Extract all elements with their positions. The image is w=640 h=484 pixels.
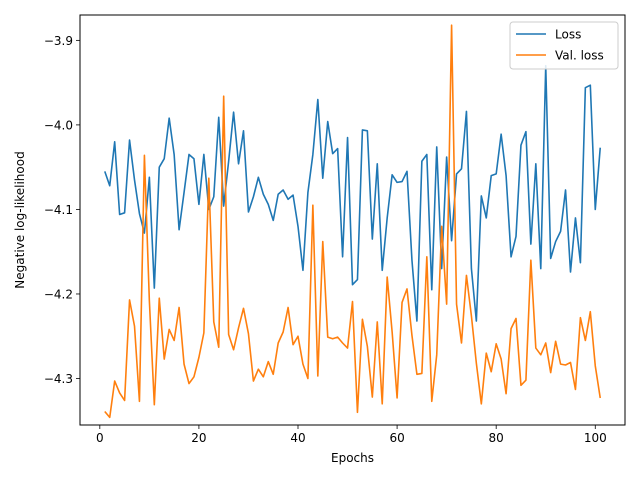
y-axis-label: Negative log-likelihood [13,151,27,288]
x-tick-label: 100 [584,431,607,445]
y-axis-ticks: −4.3 −4.2 −4.1 −4.0 −3.9 [44,34,80,386]
x-tick-label: 60 [389,431,404,445]
x-tick-label: 0 [96,431,104,445]
y-tick-label: −4.3 [44,372,73,386]
legend-label-loss: Loss [555,28,581,42]
y-tick-label: −4.1 [44,203,73,217]
x-tick-label: 20 [191,431,206,445]
legend: Loss Val. loss [509,21,619,70]
x-axis-ticks: 0 20 40 60 80 100 [96,425,607,445]
x-axis-label: Epochs [331,451,374,465]
series-line-loss [104,64,602,322]
y-tick-label: −4.0 [44,118,73,132]
y-tick-label: −4.2 [44,287,73,301]
series-line-val-loss [104,24,602,419]
x-tick-label: 80 [489,431,504,445]
series-layer [104,24,602,419]
x-tick-label: 40 [290,431,305,445]
plot-frame [79,14,626,426]
y-tick-label: −3.9 [44,34,73,48]
legend-label-val-loss: Val. loss [555,49,604,63]
